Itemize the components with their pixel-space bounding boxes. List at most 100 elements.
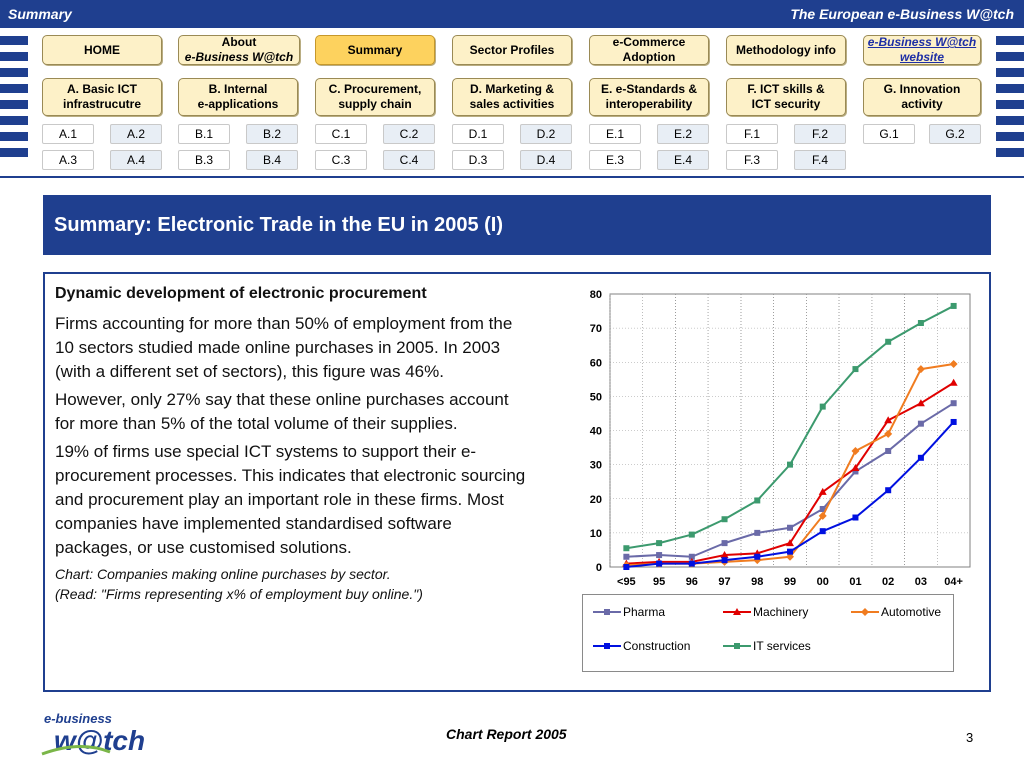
data-point <box>851 464 860 472</box>
sub-f4-button[interactable]: F.4 <box>794 150 846 170</box>
sub-c3-button[interactable]: C.3 <box>315 150 367 170</box>
data-point <box>754 529 761 536</box>
svg-text:w@tch: w@tch <box>54 725 145 756</box>
x-tick-label: 98 <box>751 576 763 587</box>
top-header-bar: Summary The European e-Business W@tch <box>0 0 1024 28</box>
x-tick-label: 03 <box>915 576 927 587</box>
module-d-button[interactable]: D. Marketing & sales activities <box>452 78 572 116</box>
sub-c4-button[interactable]: C.4 <box>383 150 435 170</box>
module-c-button[interactable]: C. Procurement, supply chain <box>315 78 435 116</box>
legend-label: Pharma <box>623 605 666 619</box>
y-tick-label: 80 <box>590 289 602 301</box>
sub-d1-button[interactable]: D.1 <box>452 124 504 144</box>
legend-label: IT services <box>753 639 811 653</box>
header-left-title: Summary <box>8 6 72 22</box>
data-point <box>949 359 958 368</box>
legend-entry-it-services: IT services <box>723 639 811 653</box>
sub-d4-button[interactable]: D.4 <box>520 150 572 170</box>
legend-swatch <box>723 608 751 615</box>
data-point <box>885 447 892 454</box>
summary-button[interactable]: Summary <box>315 35 435 65</box>
footer-title: Chart Report 2005 <box>446 726 567 742</box>
y-tick-label: 10 <box>590 528 602 540</box>
data-point <box>917 420 924 427</box>
sub-d2-button[interactable]: D.2 <box>520 124 572 144</box>
sector-profiles-button[interactable]: Sector Profiles <box>452 35 572 65</box>
legend-swatch <box>723 643 751 649</box>
sub-g1-button[interactable]: G.1 <box>863 124 915 144</box>
sub-a3-button[interactable]: A.3 <box>42 150 94 170</box>
paragraph-3: 19% of firms use special ICT systems to … <box>55 442 526 557</box>
chart-legend: Pharma Machinery Automotive Construction IT … <box>582 594 954 672</box>
module-b-button[interactable]: B. Internal e-applications <box>178 78 298 116</box>
data-point <box>884 416 893 424</box>
sub-f2-button[interactable]: F.2 <box>794 124 846 144</box>
data-point <box>916 365 925 374</box>
sub-e1-button[interactable]: E.1 <box>589 124 641 144</box>
data-point <box>852 514 859 521</box>
data-point <box>754 497 761 504</box>
caption-line-1: Chart: Companies making online purchases… <box>55 566 391 582</box>
sub-e2-button[interactable]: E.2 <box>657 124 709 144</box>
data-point <box>688 531 695 538</box>
data-point <box>851 446 860 455</box>
ecommerce-adoption-button[interactable]: e-Commerce Adoption <box>589 35 709 65</box>
data-point <box>818 511 827 520</box>
x-tick-label: 95 <box>653 576 665 587</box>
legend-entry-machinery: Machinery <box>723 605 808 619</box>
legend-entry-construction: Construction <box>593 639 690 653</box>
paragraph-1: Firms accounting for more than 50% of em… <box>55 314 513 381</box>
home-button[interactable]: HOME <box>42 35 162 65</box>
data-point <box>623 545 630 552</box>
data-point <box>754 553 761 560</box>
y-tick-label: 50 <box>590 391 602 403</box>
module-a-button[interactable]: A. Basic ICT infrastrucutre <box>42 78 162 116</box>
sub-d3-button[interactable]: D.3 <box>452 150 504 170</box>
data-point <box>819 505 826 512</box>
sub-e4-button[interactable]: E.4 <box>657 150 709 170</box>
data-point <box>656 560 663 567</box>
data-point <box>786 539 794 547</box>
data-point <box>917 320 924 327</box>
x-tick-label: 97 <box>718 576 730 587</box>
sub-b3-button[interactable]: B.3 <box>178 150 230 170</box>
website-link-button[interactable]: e-Business W@tch website <box>863 35 981 65</box>
data-point <box>819 403 826 410</box>
sub-c2-button[interactable]: C.2 <box>383 124 435 144</box>
page-number: 3 <box>966 730 974 745</box>
sub-a2-button[interactable]: A.2 <box>110 124 162 144</box>
x-tick-label: <95 <box>617 576 636 587</box>
data-point <box>720 551 729 559</box>
data-point <box>852 468 859 475</box>
data-point <box>950 418 957 425</box>
caption-line-2: (Read: "Firms representing x% of employm… <box>55 586 423 602</box>
about-button[interactable]: About e-Business W@tch <box>178 35 300 65</box>
y-tick-label: 0 <box>596 562 602 574</box>
sub-b4-button[interactable]: B.4 <box>246 150 298 170</box>
module-f-button[interactable]: F. ICT skills & ICT security <box>726 78 846 116</box>
legend-entry-automotive: Automotive <box>851 605 941 619</box>
sub-f3-button[interactable]: F.3 <box>726 150 778 170</box>
sub-b1-button[interactable]: B.1 <box>178 124 230 144</box>
svg-text:e-business: e-business <box>44 711 112 726</box>
data-point <box>786 552 794 561</box>
data-point <box>818 487 827 495</box>
text-column: Dynamic development of electronic procur… <box>55 282 527 604</box>
data-point <box>721 540 728 547</box>
x-tick-label: 96 <box>686 576 698 587</box>
data-point <box>950 302 957 309</box>
x-tick-label: 99 <box>784 576 796 587</box>
methodology-info-button[interactable]: Methodology info <box>726 35 846 65</box>
legend-label: Automotive <box>881 605 942 619</box>
data-point <box>787 461 793 468</box>
sub-c1-button[interactable]: C.1 <box>315 124 367 144</box>
sub-b2-button[interactable]: B.2 <box>246 124 298 144</box>
module-e-button[interactable]: E. e-Standards & interoperability <box>589 78 709 116</box>
sub-g2-button[interactable]: G.2 <box>929 124 981 144</box>
sub-f1-button[interactable]: F.1 <box>726 124 778 144</box>
y-tick-label: 60 <box>590 357 602 369</box>
sub-e3-button[interactable]: E.3 <box>589 150 641 170</box>
module-g-button[interactable]: G. Innovation activity <box>863 78 981 116</box>
sub-a4-button[interactable]: A.4 <box>110 150 162 170</box>
sub-a1-button[interactable]: A.1 <box>42 124 94 144</box>
